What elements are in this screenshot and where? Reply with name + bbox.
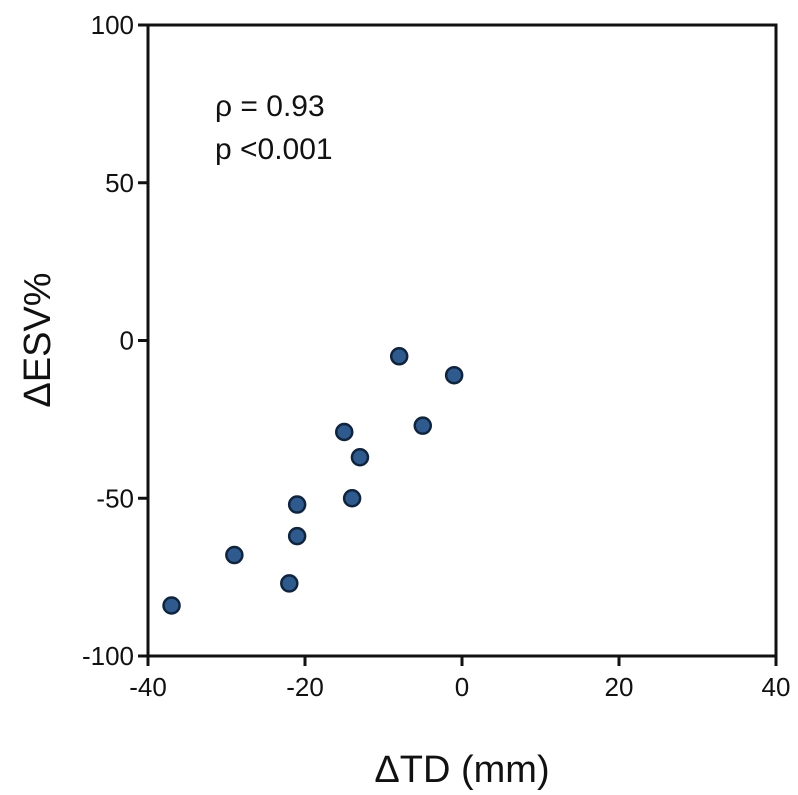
y-tick-label: 50 xyxy=(105,168,134,198)
x-tick-label: -40 xyxy=(129,672,167,702)
x-tick-label: 40 xyxy=(762,672,791,702)
x-tick-label: -20 xyxy=(286,672,324,702)
x-axis-title: ΔTD (mm) xyxy=(374,749,549,791)
data-point xyxy=(335,422,354,442)
data-point xyxy=(280,574,299,593)
data-point xyxy=(162,596,181,615)
axis-ticks xyxy=(138,23,778,666)
data-points xyxy=(162,347,464,615)
correlation-annotation: ρ = 0.93 xyxy=(215,90,325,123)
data-point xyxy=(389,347,409,366)
data-point xyxy=(444,365,464,385)
data-point xyxy=(287,495,307,514)
x-tick-label: 0 xyxy=(455,672,469,702)
y-axis-title: ΔESV% xyxy=(17,272,59,407)
y-tick-label: -100 xyxy=(82,641,134,671)
x-tick-label: 20 xyxy=(605,672,634,702)
data-point xyxy=(287,526,307,546)
y-tick-label: 100 xyxy=(91,10,134,40)
axis-tick-labels: -40 -20 0 20 40 -100 -50 0 50 100 xyxy=(82,10,791,702)
data-point xyxy=(225,545,244,565)
data-point xyxy=(342,489,362,508)
y-tick-label: -50 xyxy=(96,483,134,513)
data-point xyxy=(413,416,432,435)
y-tick-label: 0 xyxy=(120,326,134,356)
p-value-annotation: p <0.001 xyxy=(215,133,333,166)
data-point xyxy=(350,447,370,467)
